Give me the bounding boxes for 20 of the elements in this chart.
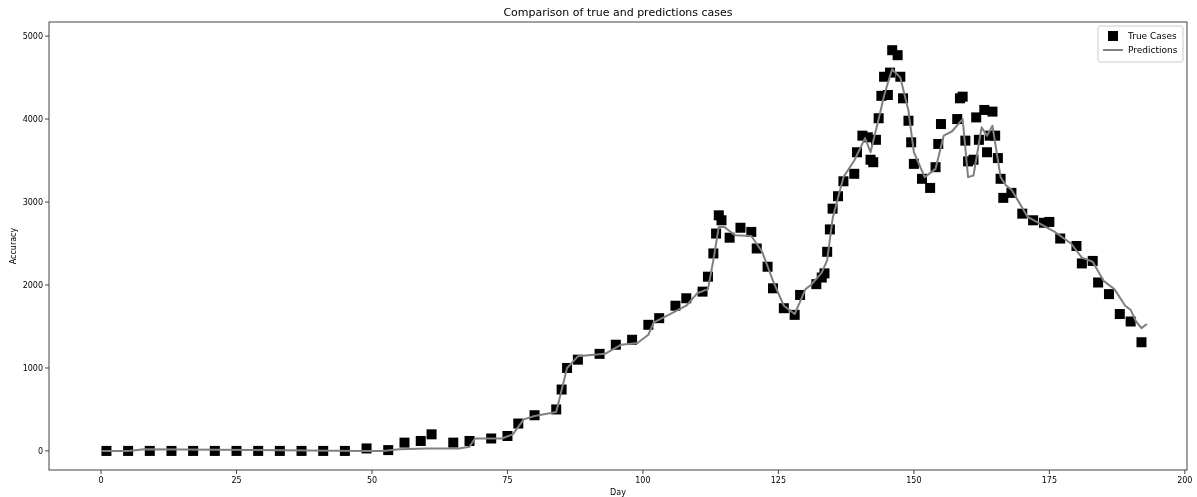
y-tick-label: 1000 — [22, 363, 43, 373]
x-tick-label: 200 — [1177, 476, 1193, 485]
x-tick-label: 100 — [635, 476, 651, 485]
x-tick-label: 150 — [906, 476, 922, 485]
y-tick-label: 2000 — [22, 280, 43, 290]
y-tick-label: 0 — [37, 446, 43, 456]
legend-label: Predictions — [1128, 45, 1178, 55]
chart-title: Comparison of true and predictions cases — [503, 6, 733, 19]
x-axis-title: Day — [610, 488, 627, 497]
y-tick-label: 3000 — [22, 198, 43, 208]
x-tick-label: 175 — [1041, 476, 1057, 485]
x-tick-label: 25 — [231, 476, 242, 485]
legend-label: True Cases — [1127, 31, 1177, 41]
y-tick-label: 5000 — [22, 32, 43, 42]
y-tick-label: 4000 — [22, 115, 43, 125]
x-tick-label: 50 — [366, 476, 378, 485]
y-axis-title: Accuracy — [9, 227, 18, 265]
x-tick-label: 125 — [770, 476, 787, 485]
x-tick-label: 75 — [502, 476, 513, 485]
x-tick-label: 0 — [98, 476, 104, 485]
